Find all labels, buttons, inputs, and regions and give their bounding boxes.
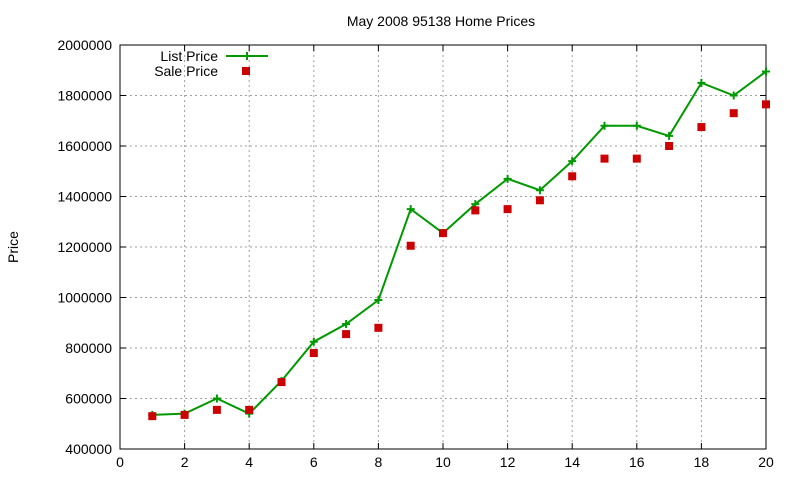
sale-price-point (471, 206, 480, 215)
y-tick-label: 1400000 (57, 189, 112, 205)
sale-price-point (632, 154, 641, 163)
list-price-point (697, 78, 706, 87)
list-price-point (212, 394, 221, 403)
y-tick-label: 1200000 (57, 239, 112, 255)
legend-marker-sale-price (242, 67, 250, 75)
sale-price-point (697, 123, 706, 132)
x-tick-label: 16 (629, 454, 645, 470)
legend-marker-list-price (243, 52, 251, 60)
sale-price-point (180, 410, 189, 419)
y-tick-label: 1800000 (57, 88, 112, 104)
y-tick-label: 600000 (65, 391, 112, 407)
sale-price-point (503, 205, 512, 214)
list-price-point (342, 320, 351, 329)
sale-price-point (406, 241, 415, 250)
y-tick-label: 1000000 (57, 290, 112, 306)
sale-price-point (309, 349, 318, 358)
axis-ticks: 0 2 4 6 8 10 12 14 16 18 20 400000 600000 800000 10000… (57, 37, 774, 470)
y-tick-label: 800000 (65, 340, 112, 356)
list-price-point (503, 174, 512, 183)
list-price-line (152, 70, 767, 416)
list-price-point (665, 131, 674, 140)
y-tick-label: 1600000 (57, 138, 112, 154)
x-tick-label: 2 (181, 454, 189, 470)
sale-price-point (148, 412, 157, 421)
x-tick-label: 12 (500, 454, 516, 470)
legend: List Price Sale Price (154, 48, 268, 79)
x-tick-label: 20 (758, 454, 774, 470)
sale-price-point (568, 172, 577, 181)
sale-price-point (762, 100, 770, 109)
sale-price-point (439, 229, 447, 238)
sale-price-point (729, 109, 738, 118)
chart-title: May 2008 95138 Home Prices (347, 13, 535, 29)
sale-price-point (277, 378, 286, 387)
legend-label-sale-price: Sale Price (154, 63, 218, 79)
y-axis-label: Price (5, 231, 21, 263)
sale-price-point (212, 405, 221, 414)
grid (120, 45, 766, 449)
list-price-point (309, 337, 318, 346)
sale-price-point (342, 330, 351, 339)
x-tick-label: 4 (245, 454, 253, 470)
x-tick-label: 6 (310, 454, 318, 470)
list-price-point (535, 186, 544, 195)
data-series (148, 67, 770, 421)
legend-label-list-price: List Price (160, 48, 218, 64)
list-price-point (762, 67, 770, 76)
list-price-point (374, 296, 383, 305)
list-price-point (406, 205, 415, 214)
list-price-point (632, 121, 641, 130)
x-tick-label: 0 (116, 454, 124, 470)
x-tick-label: 14 (564, 454, 580, 470)
y-tick-label: 2000000 (57, 37, 112, 53)
x-tick-label: 8 (375, 454, 383, 470)
sale-price-point (245, 405, 254, 414)
sale-price-point (600, 154, 609, 163)
list-price-point (568, 157, 577, 166)
x-tick-label: 10 (435, 454, 451, 470)
sale-price-point (374, 323, 383, 332)
list-price-point (600, 121, 609, 130)
x-tick-label: 18 (694, 454, 710, 470)
list-price-point (729, 91, 738, 100)
y-tick-label: 400000 (65, 441, 112, 457)
sale-price-point (535, 196, 544, 205)
plot-frame (119, 44, 767, 450)
sale-price-point (665, 142, 674, 150)
